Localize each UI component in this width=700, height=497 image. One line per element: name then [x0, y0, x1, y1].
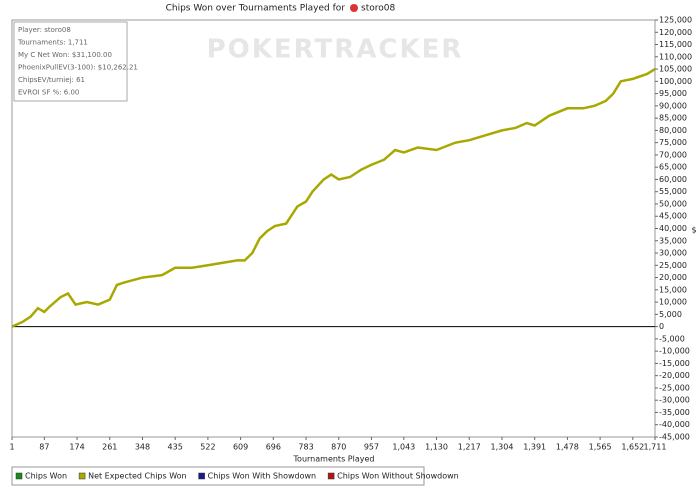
- x-tick-label: 174: [69, 443, 84, 452]
- y-tick-label: 55,000: [659, 187, 687, 196]
- x-tick-label: 1,304: [491, 443, 514, 452]
- info-box: [13, 21, 128, 102]
- info-line: My C Net Won: $31,100.00: [18, 51, 112, 59]
- x-tick-label: 261: [102, 443, 117, 452]
- y-tick-label: -30,000: [659, 396, 690, 405]
- x-tick-label: 957: [364, 443, 379, 452]
- y-tick-label: -15,000: [659, 359, 690, 368]
- info-line: Tournaments: 1,711: [17, 39, 88, 47]
- y-tick-label: 70,000: [659, 150, 687, 159]
- y-tick-label: 20,000: [659, 273, 687, 282]
- legend-swatch: [78, 472, 86, 480]
- y-tick-label: 10,000: [659, 298, 687, 307]
- info-line: ChipsEV/turniej: 61: [18, 76, 85, 84]
- y-tick-label: -5,000: [659, 334, 685, 343]
- x-tick-label: 435: [168, 443, 183, 452]
- legend-label: Chips Won Without Showdown: [337, 472, 459, 481]
- x-tick-label: 522: [200, 443, 215, 452]
- y-tick-label: 115,000: [659, 40, 692, 49]
- legend-swatch: [198, 472, 205, 480]
- series-line: [11, 67, 656, 328]
- chart-title-player: storo08: [361, 4, 395, 14]
- y-tick-label: 120,000: [659, 28, 692, 37]
- x-tick-label: 696: [266, 443, 281, 452]
- y-tick-label: -25,000: [659, 383, 690, 392]
- x-tick-label: 1,217: [458, 443, 481, 452]
- y-tick-label: 80,000: [659, 126, 687, 135]
- y-tick-label: 125,000: [659, 16, 692, 25]
- y-tick-label: 60,000: [659, 175, 687, 184]
- x-axis-label: Tournaments Played: [293, 455, 375, 464]
- y-tick-label: -20,000: [659, 371, 690, 380]
- y-tick-label: -35,000: [659, 408, 690, 417]
- y-tick-label: 105,000: [659, 65, 692, 74]
- legend-swatch: [15, 472, 23, 480]
- x-tick-label: 1,391: [523, 443, 546, 452]
- x-tick-label: 87: [39, 443, 49, 452]
- x-tick-label: 1,478: [556, 443, 579, 452]
- y-tick-label: 15,000: [659, 285, 687, 294]
- x-tick-label: 1,130: [425, 443, 448, 452]
- chart-title: Chips Won over Tournaments Played for: [166, 4, 346, 14]
- x-tick-label: 348: [135, 443, 150, 452]
- info-line: EVROI SF %: 6.00: [18, 89, 79, 97]
- y-tick-label: 30,000: [659, 249, 687, 258]
- y-tick-label: 65,000: [659, 163, 687, 172]
- legend-label: Chips Won With Showdown: [208, 472, 317, 481]
- y-tick-label: 110,000: [659, 52, 692, 61]
- y-tick-label: 50,000: [659, 199, 687, 208]
- y-tick-label: 35,000: [659, 236, 687, 245]
- y-tick-label: 90,000: [659, 101, 687, 110]
- player-icon: [350, 4, 358, 12]
- info-line: PhoenixPullEV(3-100): $10,262.21: [18, 64, 138, 72]
- x-tick-label: 1,711: [644, 443, 667, 452]
- y-tick-label: 40,000: [659, 224, 687, 233]
- x-tick-label: 783: [298, 443, 313, 452]
- y-tick-label: -40,000: [659, 420, 690, 429]
- x-tick-label: 1,652: [621, 443, 644, 452]
- y-tick-label: -10,000: [659, 347, 690, 356]
- x-tick-label: 609: [233, 443, 248, 452]
- x-tick-label: 1,565: [589, 443, 612, 452]
- legend-label: Chips Won: [25, 472, 67, 481]
- legend-label: Net Expected Chips Won: [88, 472, 187, 481]
- y-tick-label: -45,000: [659, 433, 690, 442]
- y-tick-label: 0: [659, 322, 664, 331]
- legend-swatch: [327, 472, 335, 480]
- y-tick-label: 45,000: [659, 212, 687, 221]
- y-tick-label: 100,000: [659, 77, 692, 86]
- y-axis-label: $: [691, 226, 696, 235]
- y-tick-label: 95,000: [659, 89, 687, 98]
- x-tick-label: 870: [331, 443, 346, 452]
- x-tick-label: 1: [9, 443, 14, 452]
- y-tick-label: 25,000: [659, 261, 687, 270]
- legend-box: [11, 466, 425, 486]
- y-tick-label: 5,000: [659, 310, 682, 319]
- x-tick-label: 1,043: [392, 443, 415, 452]
- y-tick-label: 75,000: [659, 138, 687, 147]
- y-tick-label: 85,000: [659, 114, 687, 123]
- info-line: Player: storo08: [18, 26, 71, 34]
- watermark: POKERTRACKER: [207, 35, 464, 65]
